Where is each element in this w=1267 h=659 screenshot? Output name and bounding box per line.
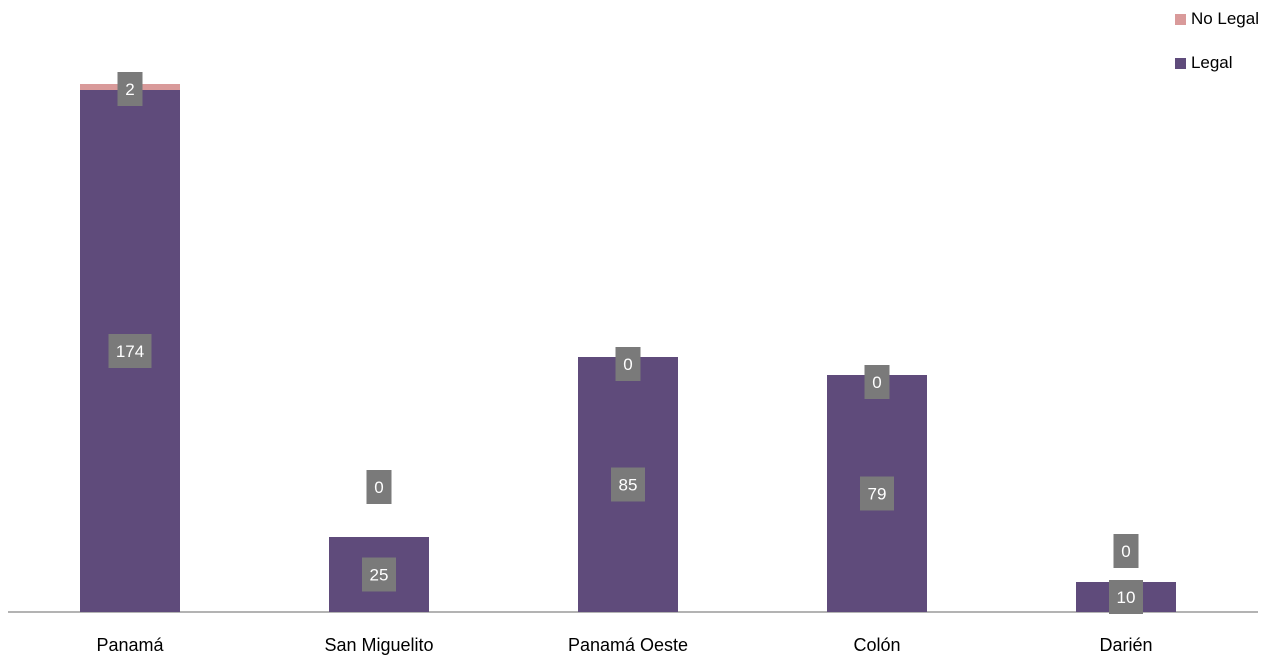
bar-1-no-legal-label: 0 <box>374 478 383 497</box>
legend-swatch-no-legal <box>1174 13 1186 25</box>
bar-2-legal-label: 85 <box>619 476 638 495</box>
category-label-1: San Miguelito <box>324 635 433 655</box>
category-label-0: Panamá <box>96 635 164 655</box>
bar-3-legal-label: 79 <box>868 485 887 504</box>
bar-4-no-legal-label: 0 <box>1121 542 1130 561</box>
bar-0-no-legal-label-box <box>117 72 143 106</box>
category-label-2: Panamá Oeste <box>568 635 688 655</box>
bar-4-legal-label-box <box>1109 580 1143 614</box>
bar-0-legal-label-box <box>108 334 152 368</box>
bar-3-no-legal-label-box <box>864 365 890 399</box>
category-label-4: Darién <box>1099 635 1152 655</box>
bar-4-no-legal-label-box <box>1113 534 1139 568</box>
bar-1-no-legal-label-box <box>366 470 392 504</box>
bar-2-no-legal-label: 0 <box>623 355 632 374</box>
bar-3-legal-label-box <box>860 476 894 511</box>
bar-0-no-legal-label: 2 <box>125 80 134 99</box>
legend-item-legal: Legal <box>1174 52 1259 74</box>
bar-0-legal-label: 174 <box>116 342 144 361</box>
legend-item-no-legal: No Legal <box>1174 8 1259 30</box>
legend-swatch-legal <box>1174 57 1186 69</box>
bar-4-legal-label: 10 <box>1117 588 1136 607</box>
legend-label-legal: Legal <box>1190 53 1233 72</box>
category-label-3: Colón <box>853 635 900 655</box>
bar-3-no-legal-label: 0 <box>872 373 881 392</box>
bar-2-no-legal-label-box <box>615 347 641 381</box>
bar-1-legal-label-box <box>362 557 396 592</box>
bar-1-legal-label: 25 <box>370 566 389 585</box>
legend-label-no-legal: No Legal <box>1190 9 1259 28</box>
bar-2-legal-label-box <box>611 467 645 502</box>
legend: No Legal Legal <box>1174 8 1259 96</box>
